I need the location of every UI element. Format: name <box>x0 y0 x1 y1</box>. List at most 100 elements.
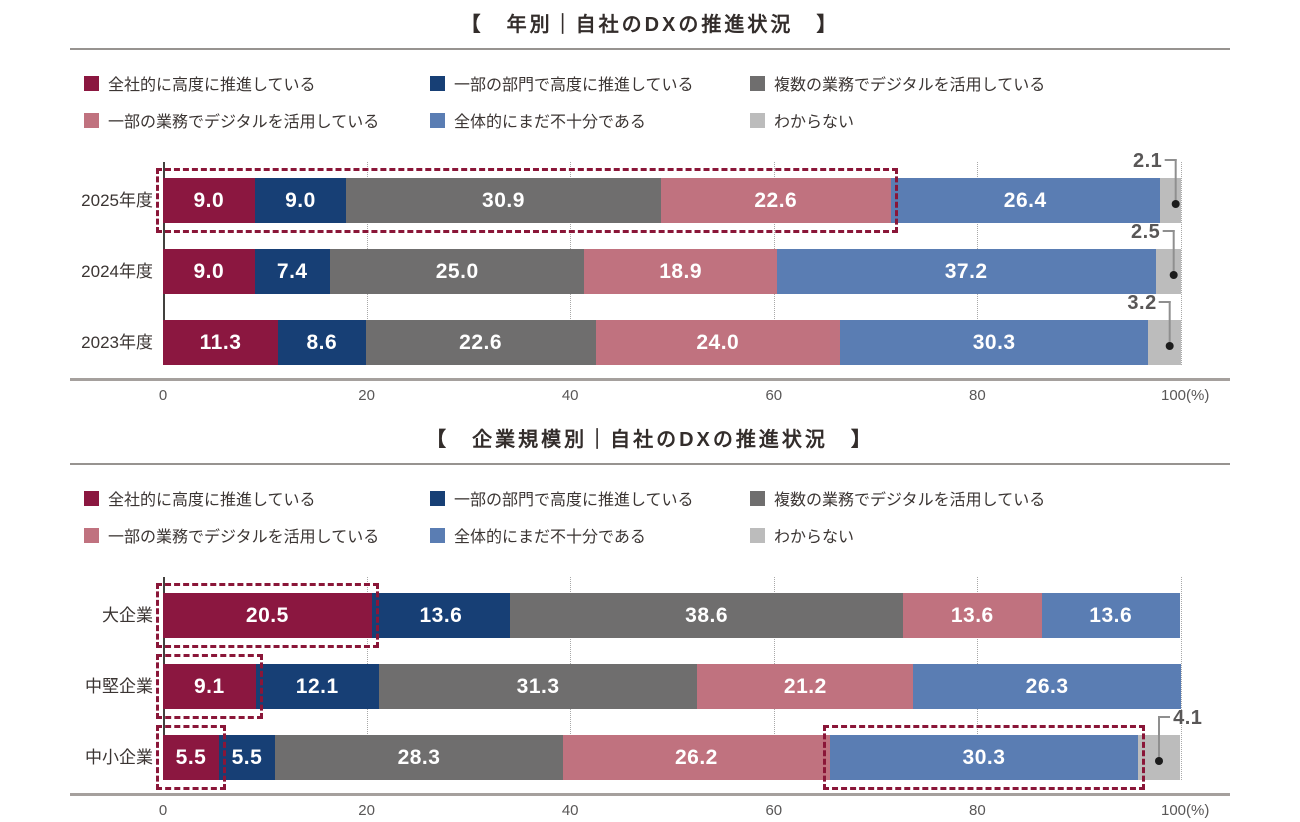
bar-segment: 24.0 <box>595 320 840 365</box>
bar-segment: 5.5 <box>218 735 275 780</box>
legend-swatch-icon <box>430 490 445 506</box>
highlight-box <box>156 725 226 790</box>
bar-segment: 28.3 <box>274 735 564 780</box>
plot-area: 2025年度 9.0 9.0 30.9 22.6 26.4 2.1 2024年度 9.0 7.4 2… <box>70 150 1230 407</box>
axis-tick-label: 20 <box>358 387 375 404</box>
axis-tick-label: 80 <box>969 802 986 819</box>
bar-segments: 9.0 9.0 30.9 22.6 26.4 <box>163 178 1181 223</box>
title-divider <box>70 48 1230 50</box>
callout-connector-icon <box>1155 716 1171 765</box>
bar-segment: 5.5 <box>163 735 219 780</box>
axis-tick-label: 60 <box>765 387 783 404</box>
bar-segment: 25.0 <box>329 249 585 294</box>
row-label: 2024年度 <box>81 262 153 281</box>
bar-segment: 11.3 <box>163 320 279 365</box>
bar-segment <box>1155 249 1181 294</box>
x-axis-labels: 0 20 40 60 80 100(%) <box>159 381 1210 407</box>
chart-title: 【 企業規模別｜自社のDXの推進状況 】 <box>426 429 874 451</box>
callout-label: 2.5 <box>1130 221 1161 243</box>
legend-label: 一部の業務でデジタルを活用している <box>108 529 380 546</box>
legend-item: わからない <box>750 523 1230 547</box>
bar-segment: 7.4 <box>254 249 330 294</box>
highlight-box <box>156 583 379 648</box>
legend-item: 全社的に高度に推進している <box>84 486 430 510</box>
axis-tick-label: 40 <box>561 802 579 819</box>
row-label: 2025年度 <box>81 191 153 210</box>
bar-segment: 30.3 <box>829 735 1139 780</box>
highlight-box <box>156 168 898 233</box>
bar-segment: 37.2 <box>776 249 1156 294</box>
bar-segments: 9.1 12.1 31.3 21.2 26.3 <box>163 664 1181 709</box>
bar-segments: 11.3 8.6 22.6 24.0 30.3 <box>163 320 1181 365</box>
axis-tick-label: 0 <box>158 387 168 404</box>
bar-segment: 22.6 <box>660 178 891 223</box>
axis-tick-label: 60 <box>765 802 783 819</box>
callout-label: 3.2 <box>1127 292 1157 314</box>
legend-swatch-icon <box>84 490 99 506</box>
bar-segments: 5.5 5.5 28.3 26.2 30.3 <box>163 735 1181 780</box>
bar-segment: 13.6 <box>371 593 511 638</box>
row-label: 大企業 <box>102 606 153 625</box>
bar-segment: 26.3 <box>913 664 1181 709</box>
callout: 2.5 <box>1130 221 1178 279</box>
legend-swatch-icon <box>84 527 99 543</box>
legend-item: 全体的にまだ不十分である <box>430 108 750 132</box>
callout-label: 2.1 <box>1132 150 1163 172</box>
legend-item: 複数の業務でデジタルを活用している <box>750 486 1230 510</box>
bar-segment: 8.6 <box>278 320 366 365</box>
legend-swatch-icon <box>750 490 765 506</box>
bar-row: 2024年度 9.0 7.4 25.0 18.9 37.2 2.5 <box>81 221 1181 294</box>
axis-tick-label: 0 <box>158 802 168 819</box>
highlight-box <box>156 654 263 719</box>
bar-row: 大企業 20.5 13.6 38.6 13.6 13.6 <box>102 583 1181 648</box>
legend-swatch-icon <box>750 527 765 543</box>
legend-label: わからない <box>774 114 855 131</box>
legend-label: 複数の業務でデジタルを活用している <box>774 492 1046 509</box>
legend-item: 一部の業務でデジタルを活用している <box>84 523 430 547</box>
bar-row: 2025年度 9.0 9.0 30.9 22.6 26.4 2.1 <box>81 150 1181 233</box>
callout: 2.1 <box>1132 150 1180 208</box>
legend-item: わからない <box>750 108 1230 132</box>
axis-tick-label: 80 <box>969 387 986 404</box>
gridline <box>1181 577 1182 780</box>
title-divider <box>70 463 1230 465</box>
bar-row: 中小企業 5.5 5.5 28.3 26.2 30.3 4.1 <box>85 707 1202 790</box>
callout: 4.1 <box>1155 707 1202 765</box>
legend-swatch-icon <box>84 112 99 128</box>
bar-segments: 20.5 13.6 38.6 13.6 13.6 <box>163 593 1181 638</box>
legend-label: 全社的に高度に推進している <box>108 492 316 509</box>
legend-label: わからない <box>774 529 855 546</box>
legend-swatch-icon <box>84 75 99 91</box>
legend-label: 一部の部門で高度に推進している <box>454 492 694 509</box>
callout: 3.2 <box>1127 292 1174 350</box>
legend-label: 全体的にまだ不十分である <box>454 529 646 546</box>
legend-label: 一部の部門で高度に推進している <box>454 77 694 94</box>
legend-item: 全体的にまだ不十分である <box>430 523 750 547</box>
bar-segment: 13.6 <box>903 593 1042 638</box>
chart-title: 【 年別｜自社のDXの推進状況 】 <box>460 14 840 36</box>
legend-swatch-icon <box>430 527 445 543</box>
callout-connector-icon <box>1164 159 1180 208</box>
bar-row: 2023年度 11.3 8.6 22.6 24.0 30.3 3.2 <box>81 292 1181 365</box>
callout-connector-icon <box>1158 301 1174 350</box>
bar-segment: 9.0 <box>163 178 255 223</box>
bar-segment: 18.9 <box>584 249 777 294</box>
legend-swatch-icon <box>750 75 765 91</box>
bar-segment: 9.0 <box>254 178 347 223</box>
bar-segment: 12.1 <box>255 664 379 709</box>
bar-segment: 31.3 <box>378 664 698 709</box>
legend-item: 複数の業務でデジタルを活用している <box>750 71 1230 95</box>
bar-segment: 38.6 <box>510 593 904 638</box>
bar-segment: 21.2 <box>697 664 914 709</box>
legend-swatch-icon <box>430 112 445 128</box>
row-label: 中堅企業 <box>85 677 153 696</box>
row-label: 中小企業 <box>85 748 153 767</box>
bar-segment: 26.2 <box>563 735 830 780</box>
highlight-box <box>822 725 1146 790</box>
bar-segment: 22.6 <box>365 320 596 365</box>
bar-segment: 30.9 <box>346 178 661 223</box>
callout-connector-icon <box>1162 230 1178 279</box>
legend-label: 一部の業務でデジタルを活用している <box>108 114 380 131</box>
legend: 全社的に高度に推進している一部の業務でデジタルを活用している 一部の部門で高度に推… <box>84 486 1230 547</box>
bar-segment <box>1148 320 1181 365</box>
